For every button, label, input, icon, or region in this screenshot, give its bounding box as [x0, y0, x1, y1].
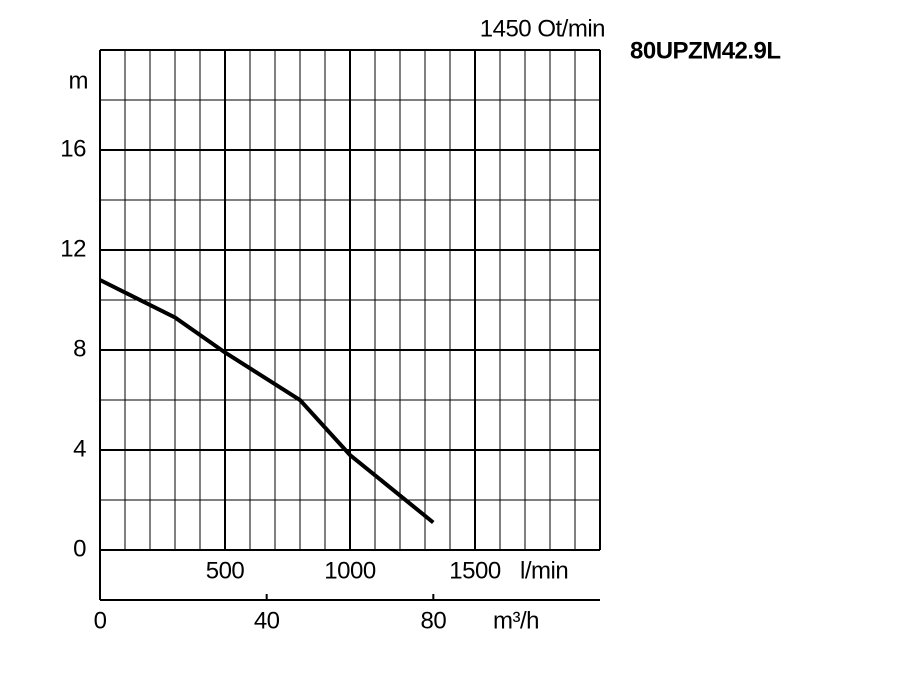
y-tick-label: 16: [60, 135, 86, 162]
x-tick-label: 1500: [449, 557, 501, 584]
x2-axis-label: m³/h: [493, 607, 539, 634]
y-axis-label: m: [69, 67, 89, 94]
y-tick-label: 4: [73, 435, 86, 462]
y-tick-label: 12: [60, 235, 86, 262]
y-tick-label: 8: [73, 335, 86, 362]
x-axis-label: l/min: [520, 557, 568, 584]
y-tick-label: 0: [73, 535, 86, 562]
x-tick-label: 1000: [324, 557, 376, 584]
x2-tick-label: 0: [94, 607, 107, 634]
x2-tick-label: 80: [420, 607, 446, 634]
chart-subtitle: 1450 Ot/min: [480, 15, 605, 42]
x-tick-label: 500: [206, 557, 245, 584]
x2-tick-label: 40: [254, 607, 280, 634]
chart-title: 80UPZM42.9L: [630, 37, 781, 64]
curve: [99, 278, 435, 525]
